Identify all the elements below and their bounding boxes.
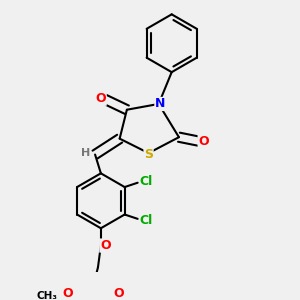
Text: N: N	[155, 98, 165, 110]
Text: Cl: Cl	[140, 214, 153, 227]
Text: O: O	[95, 92, 106, 105]
Text: O: O	[100, 239, 110, 252]
Text: O: O	[198, 135, 209, 148]
Text: Cl: Cl	[140, 175, 153, 188]
Text: H: H	[81, 148, 91, 158]
Text: O: O	[113, 287, 124, 300]
Text: CH₃: CH₃	[36, 291, 57, 300]
Text: S: S	[144, 148, 153, 161]
Text: O: O	[62, 287, 73, 300]
